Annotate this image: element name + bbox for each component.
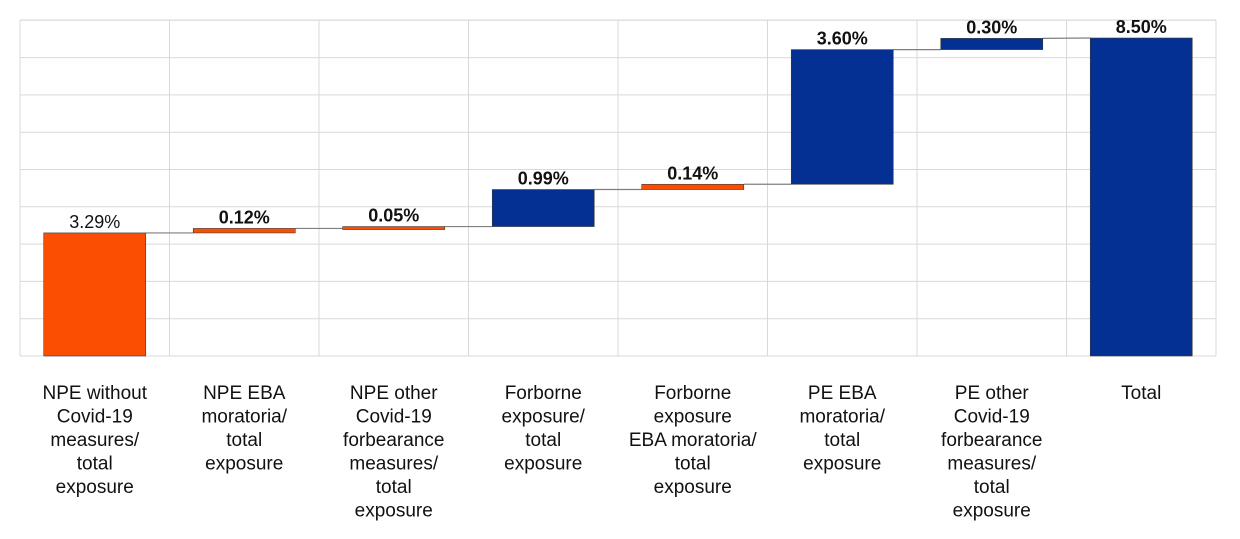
waterfall-bar [342,226,446,230]
data-label: 0.30% [966,17,1017,37]
category-label: Forborne exposure EBA moratoria/total expos… [629,383,757,498]
waterfall-bar [641,183,745,190]
grid-layer [19,19,1217,357]
bar-layer [43,37,1193,357]
category-label: PE EBA moratoria/total exposure [799,383,885,475]
waterfall-bar [491,189,595,227]
category-label: Forborne exposure/total exposure [502,383,586,475]
data-label: 8.50% [1116,17,1167,37]
data-label: 3.60% [817,29,868,49]
category-label-layer: NPE without Covid-19 measures/total exposur… [42,383,1161,522]
category-label: NPE EBA moratoria/total exposure [201,383,287,475]
data-label: 0.99% [518,169,569,189]
data-label: 0.05% [368,206,419,226]
waterfall-bar [790,49,894,185]
category-label: PE other Covid-19 forbearance measures/tota… [941,383,1042,522]
data-label: 0.14% [667,163,718,183]
waterfall-bar [43,232,147,357]
category-label: NPE without Covid-19 measures/total exposur… [42,383,147,498]
waterfall-bar [1089,37,1193,357]
data-label: 0.12% [219,207,270,227]
data-label: 3.29% [69,212,120,232]
waterfall-bar [192,228,296,234]
connector-layer [145,37,1091,234]
category-label: Total [1121,383,1161,404]
category-label: NPE other Covid-19 forbearance measures/tot… [343,383,444,522]
waterfall-bar [940,38,1044,50]
value-label-layer: 3.29% 0.12% 0.05% 0.99% 0.14% 3.60% 0.30% 8.50% [69,17,1167,232]
